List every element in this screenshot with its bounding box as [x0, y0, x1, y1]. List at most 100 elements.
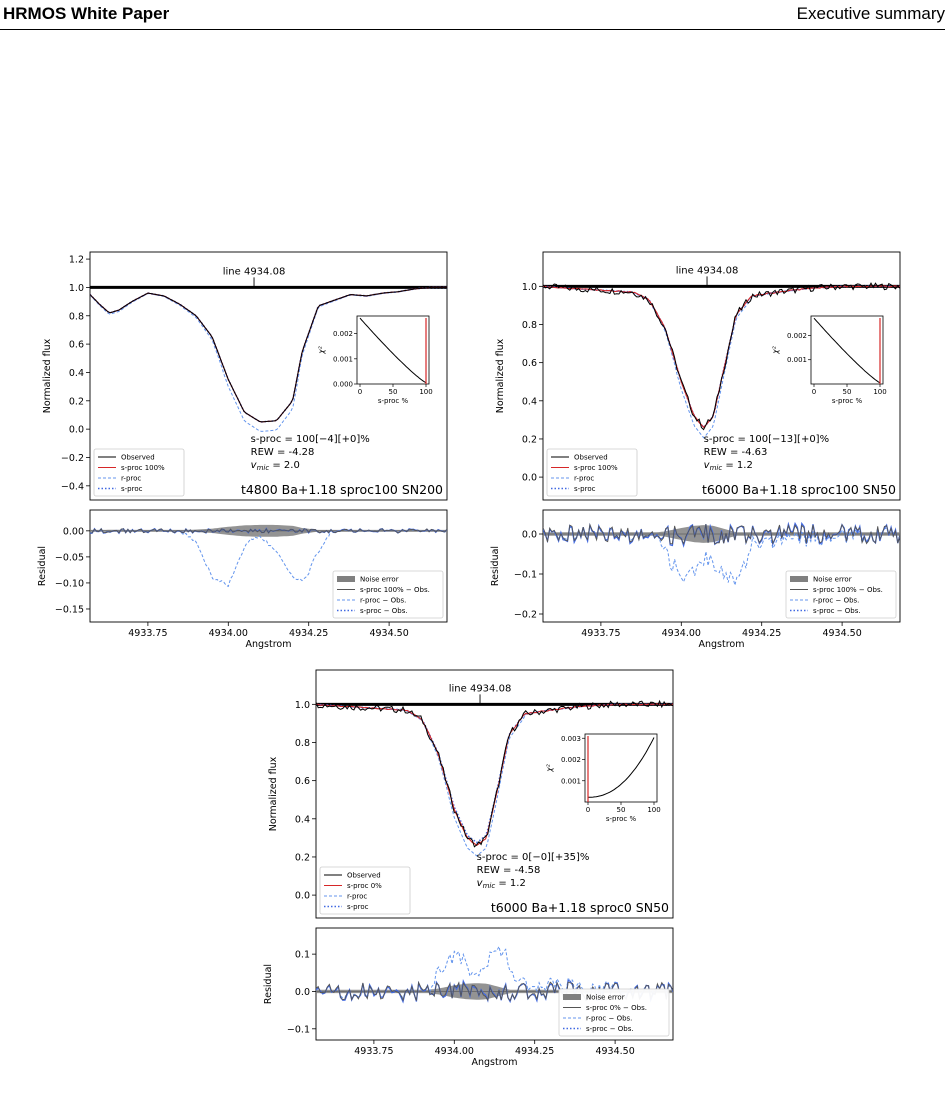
- resid-fit-curve: [543, 523, 900, 545]
- resid-y-tick-label: −0.05: [55, 552, 84, 563]
- x-tick-label: 4934.25: [515, 1046, 554, 1057]
- x-tick-label: 4933.75: [354, 1046, 393, 1057]
- legend-entry: r-proc: [574, 475, 594, 483]
- inset-y-tick-label: 0.000: [333, 381, 353, 389]
- inset-x-tick-label: 0: [358, 388, 362, 396]
- y-tick-label: 0.6: [522, 358, 537, 369]
- y-tick-label: 1.0: [522, 282, 537, 293]
- y-tick-label: 0.0: [69, 425, 84, 436]
- legend-entry: s-proc 100% − Obs.: [813, 586, 883, 594]
- y-tick-label: 0.8: [522, 320, 537, 331]
- resid-y-tick-label: −0.10: [55, 578, 84, 589]
- residual-axes-frame: [89, 509, 448, 623]
- x-tick-label: 4934.25: [289, 628, 328, 639]
- observed-curve: [90, 286, 447, 423]
- inset-x-tick-label: 100: [873, 388, 886, 396]
- resid-y-tick-label: 0.1: [295, 950, 310, 961]
- line-marker-label: line 4934.08: [449, 683, 512, 694]
- main-axes-frame: [89, 251, 448, 501]
- header-section: Executive summary: [796, 4, 945, 23]
- x-axis-label: Angstrom: [699, 639, 745, 650]
- resid-y-tick-label: 0.00: [63, 526, 84, 537]
- spectrum-panel-3: 1.0 0.8 0.6 0.4 0.2 0.0 Normalized flux line 49…: [263, 669, 674, 1068]
- resid-fit-curve: [316, 980, 673, 1002]
- caption-fragment: [0, 1080, 945, 1097]
- sproc-annotation: s-proc = 0[−0][+35]%: [477, 852, 590, 863]
- x-tick-label: 4933.75: [581, 628, 620, 639]
- x-tick-label: 4934.00: [435, 1046, 474, 1057]
- resid-y-tick-label: −0.1: [287, 1024, 310, 1035]
- resid-legend: [785, 570, 897, 619]
- inset-y-tick-label: 0.001: [561, 777, 581, 785]
- x-tick-label: 4934.50: [369, 628, 408, 639]
- y-tick-label: 1.0: [69, 283, 84, 294]
- x-tick-label: 4933.75: [128, 628, 167, 639]
- panel-label: t6000 Ba+1.18 sproc100 SN50: [702, 482, 896, 497]
- resid-legend: [558, 988, 670, 1037]
- inset-x-tick-label: 100: [647, 806, 660, 814]
- header-rule: [0, 29, 945, 30]
- main-legend: [546, 448, 638, 497]
- inset-axes-frame: [356, 315, 430, 385]
- inset-x-tick-label: 0: [586, 806, 590, 814]
- main-axes-frame: [542, 251, 901, 501]
- inset-x-tick-label: 50: [617, 806, 626, 814]
- legend-entry: r-proc − Obs.: [813, 597, 859, 605]
- x-axis-label: Angstrom: [472, 1057, 518, 1068]
- header-title: HRMOS White Paper: [3, 4, 170, 23]
- resid-y-tick-label: −0.15: [55, 604, 84, 615]
- inset-y-tick-label: 0.002: [333, 330, 353, 338]
- resid-y-axis-label: Residual: [490, 546, 501, 586]
- chi2-curve: [359, 317, 427, 384]
- x-tick-label: 4934.00: [662, 628, 701, 639]
- inset-y-label: χ²: [771, 346, 780, 354]
- inset-x-tick-label: 50: [389, 388, 398, 396]
- inset-y-tick-label: 0.002: [787, 332, 807, 340]
- spectrum-panel-1: 1.2 1.0 0.8 0.6 0.4 0.2 0.0 −0.2 −0.4 Normalized …: [37, 251, 448, 650]
- resid-legend: [332, 570, 444, 619]
- legend-entry: Observed: [347, 872, 381, 880]
- inset-x-label: s-proc %: [606, 815, 637, 823]
- legend-entry: s-proc: [121, 485, 143, 493]
- main-legend: [319, 866, 411, 915]
- legend-entry: Noise error: [360, 576, 399, 584]
- legend-entry: s-proc − Obs.: [586, 1025, 634, 1033]
- y-tick-label: −0.4: [61, 481, 84, 492]
- panel-label: t6000 Ba+1.18 sproc0 SN50: [491, 900, 669, 915]
- sproc-annotation: s-proc = 100[−4][+0]%: [251, 434, 370, 445]
- resid-y-tick-label: 0.0: [295, 987, 310, 998]
- resid-y-axis-label: Residual: [263, 964, 274, 1004]
- inset-x-tick-label: 100: [419, 388, 432, 396]
- inset-y-tick-label: 0.001: [333, 355, 353, 363]
- observed-curve: [543, 282, 900, 431]
- resid-fit-curve: [90, 528, 447, 534]
- resid-y-tick-label: 0.0: [522, 530, 537, 541]
- rew-annotation: REW = -4.63: [704, 447, 768, 458]
- legend-entry: Noise error: [586, 994, 625, 1002]
- legend-entry: s-proc: [574, 485, 596, 493]
- line-marker-label: line 4934.08: [676, 265, 739, 276]
- resid-y-axis-label: Residual: [37, 546, 48, 586]
- legend-entry: r-proc: [347, 893, 367, 901]
- panel-label: t4800 Ba+1.18 sproc100 SN200: [241, 482, 443, 497]
- legend-swatch: [563, 994, 581, 1000]
- x-tick-label: 4934.50: [595, 1046, 634, 1057]
- resid-rproc-curve: [90, 528, 447, 588]
- vmic-annotation: vmic = 1.2: [477, 878, 526, 890]
- residual-axes-frame: [542, 509, 901, 623]
- inset-axes-frame: [810, 315, 884, 385]
- y-axis-label: Normalized flux: [268, 756, 279, 831]
- y-axis-label: Normalized flux: [42, 338, 53, 413]
- inset-y-label: χ²: [545, 764, 554, 772]
- y-tick-label: 0.0: [522, 473, 537, 484]
- y-tick-label: 0.2: [69, 396, 84, 407]
- page-header: HRMOS White Paper Executive summary: [0, 0, 945, 30]
- main-axes-frame: [315, 669, 674, 919]
- legend-swatch: [790, 576, 808, 582]
- chi2-curve: [813, 317, 881, 384]
- inset-x-label: s-proc %: [378, 397, 409, 405]
- resid-y-tick-label: −0.1: [514, 570, 537, 581]
- y-tick-label: 0.6: [69, 340, 84, 351]
- legend-entry: s-proc: [347, 903, 369, 911]
- y-tick-label: 1.0: [295, 700, 310, 711]
